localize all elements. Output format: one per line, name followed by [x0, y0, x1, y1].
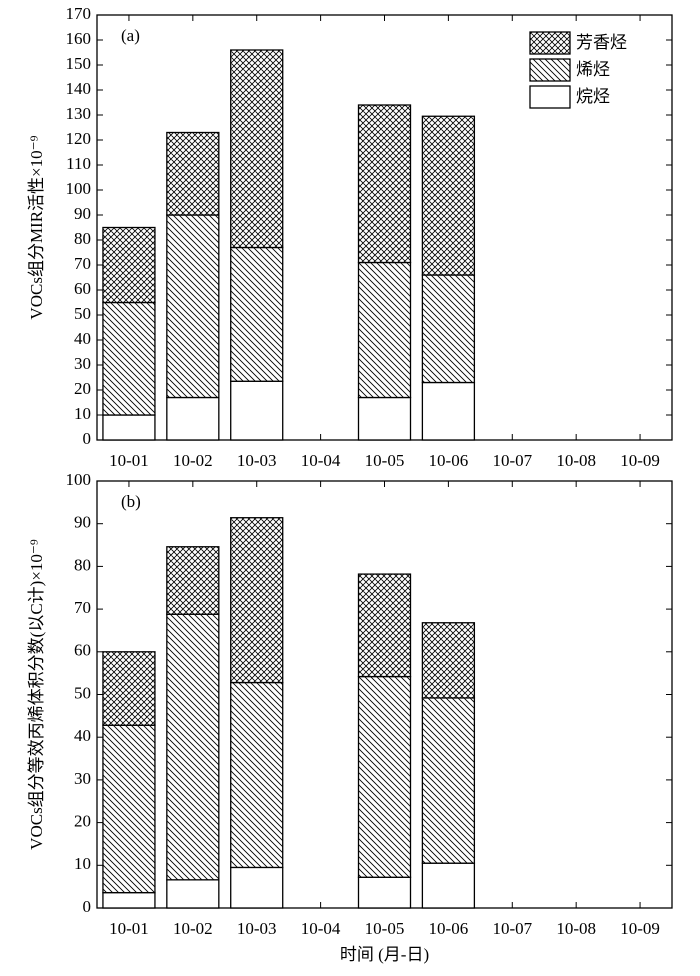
y-tick-label: 90 — [74, 204, 91, 223]
bar-segment — [230, 681, 284, 869]
y-tick-label: 80 — [74, 555, 91, 574]
y-tick-label: 10 — [74, 404, 91, 423]
y-tick-label: 10 — [74, 854, 91, 873]
x-tick-label: 10-03 — [237, 919, 277, 938]
legend-label: 芳香烃 — [576, 33, 627, 52]
bar-segment — [421, 697, 476, 864]
x-axis-label: 时间 (月-日) — [340, 945, 429, 964]
legend-swatch — [529, 85, 571, 109]
bar-segment — [230, 380, 284, 441]
y-tick-label: 60 — [74, 279, 91, 298]
bar-segment — [421, 115, 476, 276]
y-tick-label: 20 — [74, 812, 91, 831]
x-tick-label: 10-03 — [237, 451, 277, 470]
bar-segment — [166, 396, 220, 441]
y-tick-label: 160 — [66, 29, 92, 48]
x-tick-label: 10-04 — [301, 451, 341, 470]
bar-segment — [421, 622, 476, 699]
bar-segment — [102, 414, 156, 441]
x-tick-label: 10-06 — [429, 451, 469, 470]
x-tick-label: 10-05 — [365, 919, 405, 938]
panel-label: (a) — [121, 26, 140, 45]
y-tick-label: 170 — [66, 4, 92, 23]
x-tick-label: 10-05 — [365, 451, 405, 470]
bar-segment — [230, 866, 284, 909]
legend-label: 烷烃 — [576, 87, 610, 106]
y-tick-label: 70 — [74, 598, 91, 617]
x-tick-label: 10-06 — [429, 919, 469, 938]
y-tick-label: 40 — [74, 726, 91, 745]
x-tick-label: 10-09 — [620, 451, 660, 470]
x-tick-label: 10-01 — [109, 451, 149, 470]
y-tick-label: 40 — [74, 329, 91, 348]
bar-segment — [230, 517, 284, 684]
bar-segment — [102, 651, 156, 726]
y-tick-label: 140 — [66, 79, 92, 98]
y-tick-label: 90 — [74, 513, 91, 532]
y-axis-label: VOCs组分MIR活性×10⁻⁹ — [27, 135, 46, 319]
panel-label: (b) — [121, 492, 141, 511]
bar-segment — [166, 879, 220, 909]
bar-segment — [166, 613, 220, 881]
bar-segment — [357, 261, 412, 399]
bar-segment — [421, 274, 476, 384]
y-tick-label: 0 — [83, 429, 92, 448]
y-tick-label: 120 — [66, 129, 92, 148]
bar-segment — [102, 226, 156, 304]
bar-segment — [357, 876, 412, 909]
y-tick-label: 100 — [66, 470, 92, 489]
y-tick-label: 60 — [74, 641, 91, 660]
y-tick-label: 20 — [74, 379, 91, 398]
bar-segment — [102, 724, 156, 894]
legend-label: 烯烃 — [576, 60, 610, 79]
y-tick-label: 150 — [66, 54, 92, 73]
bar-segment — [357, 104, 412, 264]
y-tick-label: 70 — [74, 254, 91, 273]
bar-segment — [230, 246, 284, 382]
x-tick-label: 10-09 — [620, 919, 660, 938]
y-tick-label: 100 — [66, 179, 92, 198]
bar-segment — [166, 131, 220, 216]
bar-segment — [166, 214, 220, 399]
bar-segment — [357, 573, 412, 678]
bar-segment — [166, 546, 220, 615]
bar-segment — [357, 675, 412, 878]
x-tick-label: 10-08 — [556, 919, 596, 938]
x-tick-label: 10-07 — [492, 919, 532, 938]
y-axis-label: VOCs组分等效丙烯体积分数(以C计)×10⁻⁹ — [27, 539, 46, 850]
bar-segment — [421, 381, 476, 441]
legend-swatch — [529, 31, 571, 55]
y-tick-label: 80 — [74, 229, 91, 248]
x-tick-label: 10-02 — [173, 919, 213, 938]
y-tick-label: 130 — [66, 104, 92, 123]
x-tick-label: 10-02 — [173, 451, 213, 470]
y-tick-label: 110 — [66, 154, 91, 173]
y-tick-label: 50 — [74, 683, 91, 702]
x-tick-label: 10-07 — [492, 451, 532, 470]
bar-segment — [230, 49, 284, 249]
x-tick-label: 10-08 — [556, 451, 596, 470]
x-tick-label: 10-01 — [109, 919, 149, 938]
bar-segment — [102, 301, 156, 416]
y-tick-label: 30 — [74, 354, 91, 373]
y-tick-label: 0 — [83, 897, 92, 916]
bar-segment — [102, 891, 156, 909]
x-tick-label: 10-04 — [301, 919, 341, 938]
bar-segment — [421, 862, 476, 909]
y-tick-label: 30 — [74, 769, 91, 788]
bar-segment — [357, 396, 412, 441]
legend-swatch — [529, 58, 571, 82]
y-tick-label: 50 — [74, 304, 91, 323]
